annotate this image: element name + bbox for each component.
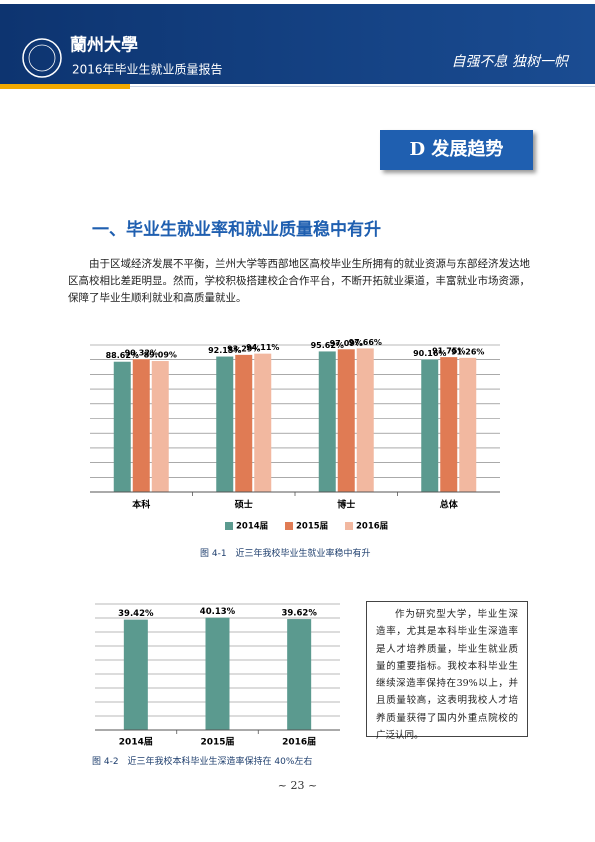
data-label: 39.62% xyxy=(281,609,317,619)
x-tick-label: 2015届 xyxy=(200,737,234,748)
motto: 自强不息 独树一帜 xyxy=(452,54,570,70)
data-label: 88.62% xyxy=(106,351,139,360)
bar xyxy=(421,359,439,492)
data-label: 91.26% xyxy=(451,347,484,356)
legend-swatch xyxy=(285,522,293,530)
legend-swatch xyxy=(225,522,233,530)
sidebar: 作为研究型大学，毕业生深造率，尤其是本科毕业生深造率是人才培养质量，毕业生就业质… xyxy=(366,601,528,741)
accent-strip xyxy=(0,84,130,89)
bar xyxy=(235,354,253,492)
section-tag: D 发展趋势 xyxy=(380,130,533,170)
data-label: 40.13% xyxy=(200,607,236,617)
bar xyxy=(151,361,169,492)
heading: 一、毕业生就业率和就业质量稳中有升 xyxy=(92,220,381,240)
header-band xyxy=(0,4,595,84)
data-label: 97.09% xyxy=(330,339,363,348)
x-tick-label: 本科 xyxy=(132,499,150,511)
data-label: 89.09% xyxy=(144,351,177,360)
legend-label: 2014届 xyxy=(236,522,268,532)
bar xyxy=(440,357,458,492)
caption: 图 4-1 近三年我校毕业生就业率稳中有升 xyxy=(200,549,371,559)
page-number: ~ 23 ~ xyxy=(277,779,318,792)
x-tick-label: 2016届 xyxy=(282,737,316,748)
chart: 2014届 39.42% 2015届 40.13% 2016届 39.62% xyxy=(95,603,340,748)
data-label: 93.29% xyxy=(227,344,260,353)
data-label: 90.16% xyxy=(413,349,446,358)
x-tick-label: 硕士 xyxy=(235,499,253,511)
bar xyxy=(356,348,374,492)
bar xyxy=(459,357,477,492)
data-label: 90.32% xyxy=(125,349,158,358)
data-label: 94.11% xyxy=(246,343,279,352)
bar xyxy=(254,353,272,492)
bar xyxy=(205,617,230,730)
logo xyxy=(22,38,62,78)
legend-label: 2016届 xyxy=(356,522,388,532)
paragraph: 由于区域经济发展不平衡，兰州大学等西部地区高校毕业生所拥有的就业资源与东部经济发… xyxy=(68,258,530,304)
data-label: 92.15% xyxy=(208,346,241,355)
chart: 本科 88.62%90.32%89.09% 硕士 92.15%93.29%94.11%… xyxy=(90,338,500,532)
bar xyxy=(318,351,336,492)
caption: 图 4-2 近三年我校本科毕业生深造率保持在 40%左右 xyxy=(92,757,313,767)
bar xyxy=(337,349,355,492)
bar xyxy=(123,619,148,730)
legend-label: 2015届 xyxy=(296,522,328,532)
x-tick-label: 总体 xyxy=(440,499,459,511)
bar xyxy=(216,356,234,492)
logo-text: 蘭州大學 xyxy=(70,35,138,56)
data-label: 95.62% xyxy=(311,341,344,350)
bar xyxy=(113,361,131,492)
header-title: 2016年毕业生就业质量报告 xyxy=(72,62,223,77)
bar xyxy=(132,359,150,492)
header: 蘭州大學 2016年毕业生就业质量报告 自强不息 独树一帜 xyxy=(0,0,595,89)
bar xyxy=(287,619,312,730)
x-tick-label: 博士 xyxy=(337,499,355,511)
x-tick-label: 2014届 xyxy=(119,737,153,748)
data-label: 39.42% xyxy=(118,609,154,619)
data-label: 91.75% xyxy=(432,347,465,356)
data-label: 97.66% xyxy=(349,338,382,347)
legend-swatch xyxy=(345,522,353,530)
